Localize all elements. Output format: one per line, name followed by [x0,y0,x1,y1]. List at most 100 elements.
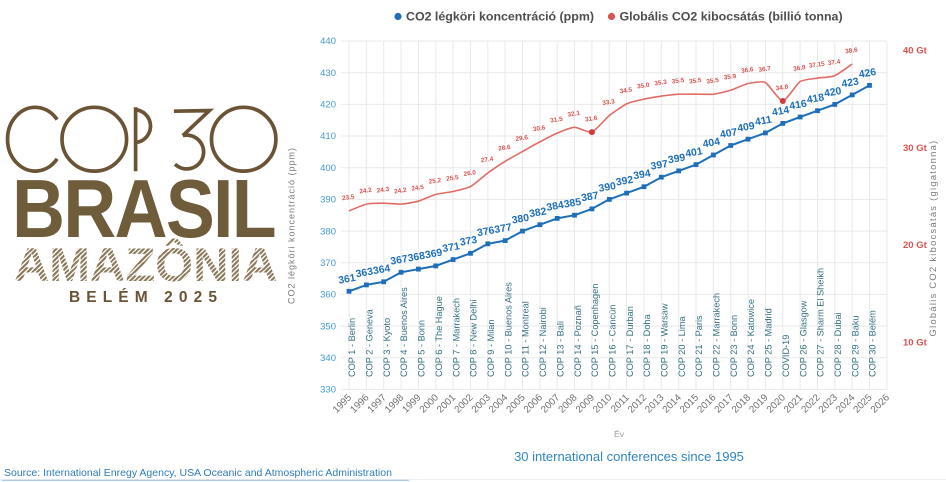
svg-text:COP 24 - Katowice: COP 24 - Katowice [746,299,756,377]
svg-text:390: 390 [320,195,336,206]
svg-text:30.6: 30.6 [533,125,547,134]
svg-text:368: 368 [407,251,426,265]
svg-text:364: 364 [372,263,391,277]
svg-text:385: 385 [563,197,582,211]
svg-text:2011: 2011 [609,392,632,415]
svg-text:COP 2 - Geneva: COP 2 - Geneva [365,308,375,377]
svg-text:377: 377 [494,222,513,236]
svg-text:27.4: 27.4 [480,156,494,165]
svg-text:COP 13 - Bali: COP 13 - Bali [555,321,565,377]
svg-text:COP 20 - Lima: COP 20 - Lima [677,316,687,377]
svg-text:2019: 2019 [747,392,770,415]
svg-text:COP 15 - Copenhagen: COP 15 - Copenhagen [590,284,600,377]
svg-text:2009: 2009 [574,392,597,415]
svg-text:360: 360 [320,290,336,301]
svg-text:2022: 2022 [799,392,822,415]
svg-text:COP 18 - Doha: COP 18 - Doha [642,313,652,377]
svg-text:387: 387 [580,190,599,204]
svg-text:35.0: 35.0 [637,82,651,91]
svg-text:2017: 2017 [713,392,736,415]
svg-text:COP 23 - Bonn: COP 23 - Bonn [729,315,739,377]
svg-text:COP 12 - Nairobi: COP 12 - Nairobi [538,307,548,377]
svg-text:376: 376 [476,225,495,239]
svg-text:407: 407 [719,127,738,141]
svg-text:369: 369 [424,247,443,261]
svg-text:363: 363 [355,266,374,280]
svg-text:COP 29 - Baku: COP 29 - Baku [850,315,860,377]
svg-text:411: 411 [754,115,773,129]
svg-text:35.9: 35.9 [723,73,737,82]
svg-text:COP 11 - Montreal: COP 11 - Montreal [521,301,531,377]
svg-text:COP 21 - Paris: COP 21 - Paris [694,315,704,377]
svg-text:31.5: 31.5 [550,116,564,125]
svg-text:COP 22 - Marrakech: COP 22 - Marrakech [712,293,722,377]
svg-text:370: 370 [320,258,336,269]
svg-text:397: 397 [650,159,669,173]
svg-text:409: 409 [737,121,756,135]
svg-text:380: 380 [511,213,530,227]
svg-text:20 Gt: 20 Gt [903,240,928,251]
svg-text:COP 26 - Glasgow: COP 26 - Glasgow [798,300,808,377]
svg-text:24.2: 24.2 [359,187,373,196]
svg-text:COP 14 - Poznañ: COP 14 - Poznañ [573,305,583,377]
svg-text:30 Gt: 30 Gt [903,143,928,154]
svg-text:371: 371 [442,241,461,255]
svg-text:COP 6 - The Hague: COP 6 - The Hague [434,296,444,377]
svg-text:340: 340 [320,353,336,364]
svg-text:COP 9 - Milan: COP 9 - Milan [486,319,496,377]
svg-text:31.6: 31.6 [585,115,599,124]
svg-text:414: 414 [771,105,790,119]
svg-text:392: 392 [615,175,634,189]
svg-text:COP 19 - Warsaw: COP 19 - Warsaw [660,303,670,377]
svg-text:29.6: 29.6 [515,134,529,143]
svg-text:COP 10 - Buenos Aires: COP 10 - Buenos Aires [503,282,513,377]
svg-text:382: 382 [528,206,547,220]
svg-text:35.3: 35.3 [654,79,668,88]
svg-text:Source: International Enregy A: Source: International Enregy Agency, USA… [4,467,392,479]
svg-text:34.8: 34.8 [775,84,789,93]
svg-text:26.0: 26.0 [463,169,477,178]
svg-text:COP 7 - Marrakech: COP 7 - Marrakech [451,298,461,377]
svg-text:1999: 1999 [400,392,423,415]
svg-text:COP 16 - Cancún: COP 16 - Cancún [608,305,618,377]
svg-text:COP 1 - Berlin: COP 1 - Berlin [347,318,357,377]
svg-text:423: 423 [841,76,860,90]
svg-text:380: 380 [320,226,336,237]
svg-text:CO2 légköri koncentráció (ppm): CO2 légköri koncentráció (ppm) [406,10,594,24]
svg-text:418: 418 [806,92,825,106]
svg-text:25.5: 25.5 [446,174,460,183]
svg-text:373: 373 [459,235,478,249]
svg-text:COP 25 - Madrid: COP 25 - Madrid [764,308,774,377]
svg-text:Globális CO2 kibocsátás (gigat: Globális CO2 kibocsátás (gigatonna) [928,140,938,337]
svg-text:COP 8 - New Delhi: COP 8 - New Delhi [469,300,479,377]
svg-text:367: 367 [390,254,409,268]
svg-text:416: 416 [789,99,808,113]
svg-text:420: 420 [823,86,842,100]
svg-text:34.5: 34.5 [619,87,633,96]
svg-text:32.1: 32.1 [567,110,581,119]
svg-text:2001: 2001 [435,392,458,415]
svg-text:2002: 2002 [452,392,475,415]
svg-text:24.5: 24.5 [411,184,425,193]
svg-text:35.5: 35.5 [706,77,720,86]
svg-text:COP 3 - Kyoto: COP 3 - Kyoto [382,318,392,377]
svg-text:1997: 1997 [366,392,389,415]
svg-text:24.3: 24.3 [376,186,390,195]
svg-text:10 Gt: 10 Gt [903,338,928,349]
svg-text:28.6: 28.6 [498,144,512,153]
svg-text:37.4: 37.4 [827,58,841,67]
svg-text:30 international conferences s: 30 international conferences since 1995 [514,449,744,464]
svg-text:2012: 2012 [626,392,649,415]
svg-text:2021: 2021 [782,392,805,415]
svg-text:330: 330 [320,385,336,396]
svg-text:COP 17 - Durban: COP 17 - Durban [625,306,635,377]
svg-text:430: 430 [320,68,336,79]
svg-text:CO2 légköri koncentráció (ppm): CO2 légköri koncentráció (ppm) [287,147,297,304]
svg-text:361: 361 [338,273,357,287]
svg-text:2007: 2007 [539,392,562,415]
svg-text:40 Gt: 40 Gt [903,46,928,57]
svg-text:36.8: 36.8 [793,64,807,73]
svg-text:426: 426 [858,67,877,81]
svg-text:36.6: 36.6 [741,66,755,75]
svg-text:400: 400 [320,163,336,174]
